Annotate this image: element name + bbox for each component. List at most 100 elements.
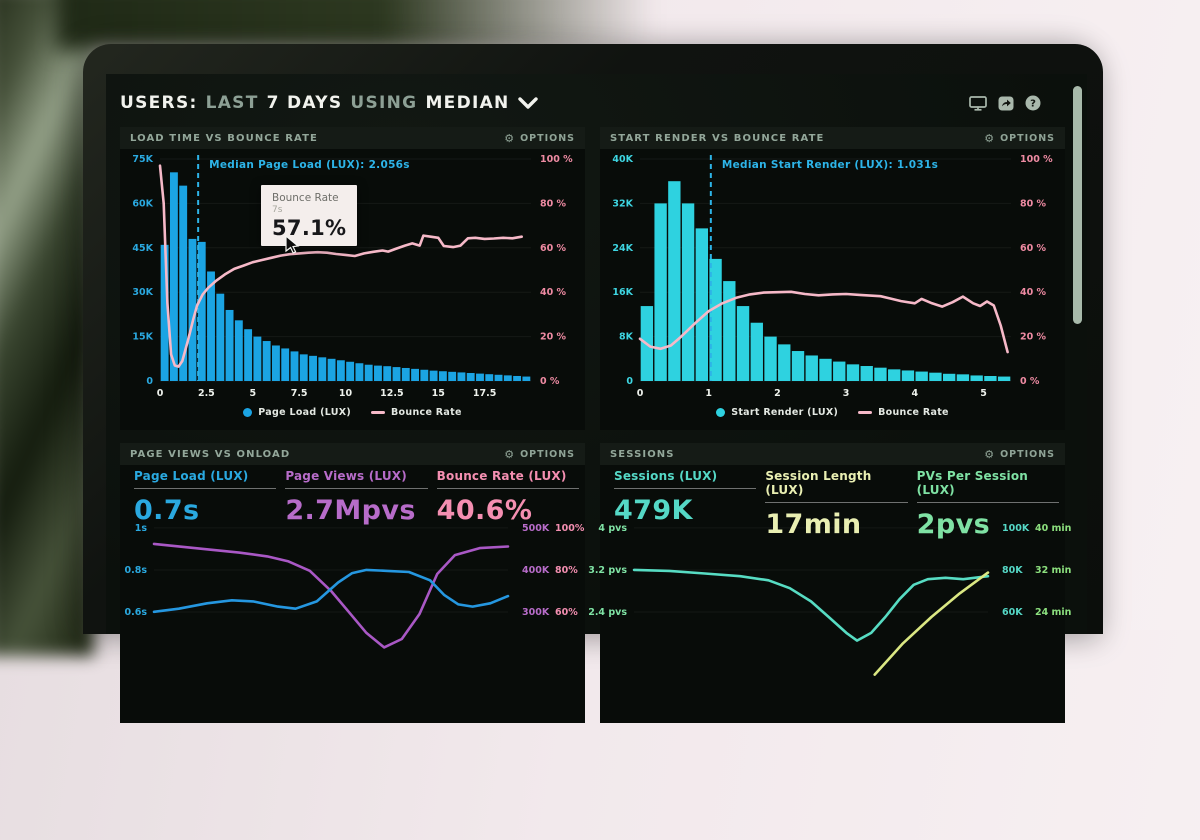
svg-text:2: 2 [774, 388, 781, 399]
panel-title: START RENDER VS BOUNCE RATE [610, 132, 825, 144]
metric-value: 479K [614, 495, 693, 526]
options-button[interactable]: ⚙ OPTIONS [504, 449, 575, 460]
svg-text:100K: 100K [1002, 523, 1030, 534]
display-icon[interactable] [969, 95, 987, 111]
svg-text:Median Start Render (LUX): 1.0: Median Start Render (LUX): 1.031s [722, 159, 938, 171]
title-users: USERS: [120, 93, 198, 113]
svg-text:300K: 300K [522, 607, 550, 618]
options-label: OPTIONS [1000, 448, 1055, 460]
metric-page-load[interactable]: Page Load (LUX) 0.7s [134, 469, 277, 526]
legend-bounce-rate[interactable]: Bounce Rate [371, 407, 462, 418]
svg-text:0: 0 [626, 376, 633, 387]
help-icon[interactable]: ? [1025, 95, 1041, 111]
metric-row: Page Load (LUX) 0.7s Page Views (LUX) 2.… [134, 469, 579, 526]
metric-underline [614, 488, 757, 489]
dashboard-screen: USERS: LAST 7 DAYS USING MEDIAN ? [106, 74, 1087, 723]
metric-row: Sessions (LUX) 479K Session Length (LUX)… [614, 469, 1059, 540]
metric-page-views[interactable]: Page Views (LUX) 2.7Mpvs [285, 469, 428, 526]
legend-start-render[interactable]: Start Render (LUX) [716, 407, 838, 418]
options-label: OPTIONS [1000, 132, 1055, 144]
share-icon[interactable] [998, 96, 1014, 111]
svg-text:4: 4 [912, 388, 919, 399]
svg-text:80%: 80% [555, 565, 578, 576]
legend-bounce-rate[interactable]: Bounce Rate [858, 407, 949, 418]
options-label: OPTIONS [520, 132, 575, 144]
svg-text:60K: 60K [1002, 607, 1023, 618]
svg-text:1: 1 [705, 388, 712, 399]
svg-text:80 %: 80 % [1020, 198, 1047, 209]
svg-text:80K: 80K [1002, 565, 1023, 576]
svg-text:20 %: 20 % [1020, 332, 1047, 343]
legend-page-load[interactable]: Page Load (LUX) [243, 407, 351, 418]
svg-text:40 %: 40 % [1020, 287, 1047, 298]
topbar-icons: ? [969, 95, 1041, 111]
metric-value: 2pvs [916, 509, 991, 540]
svg-text:100 %: 100 % [540, 154, 573, 165]
sessions-chart[interactable]: 4 pvs 100K 40 min 3.2 pvs 80K 32 min 2.4 pvs 60… [588, 520, 1072, 700]
legend-line-icon [371, 411, 386, 414]
dashboard-title-dropdown[interactable]: USERS: LAST 7 DAYS USING MEDIAN [120, 93, 538, 113]
tooltip-value: 57.1% [272, 216, 347, 240]
svg-text:60 %: 60 % [540, 243, 567, 254]
start-render-chart[interactable]: 40K 100 % 32K 80 % 24K 60 % 16K 40 % 8K 20 % 0 0 % 0… [602, 149, 1063, 405]
options-button[interactable]: ⚙ OPTIONS [504, 133, 575, 144]
svg-text:400K: 400K [522, 565, 550, 576]
svg-text:30K: 30K [132, 287, 153, 298]
svg-text:24 min: 24 min [1035, 607, 1072, 618]
metric-value: 17min [765, 509, 862, 540]
svg-text:75K: 75K [132, 154, 153, 165]
title-using: USING [350, 93, 418, 113]
svg-text:32 min: 32 min [1035, 565, 1072, 576]
chart-tooltip: Bounce Rate 7s 57.1% [261, 185, 358, 246]
svg-text:0.8s: 0.8s [125, 565, 148, 576]
gear-icon: ⚙ [504, 447, 516, 461]
metric-label: Sessions (LUX) [614, 469, 718, 483]
metric-sessions[interactable]: Sessions (LUX) 479K [614, 469, 757, 540]
panel-page-views-header: PAGE VIEWS VS ONLOAD ⚙ OPTIONS [120, 443, 585, 465]
svg-text:60%: 60% [555, 607, 578, 618]
metric-underline [916, 502, 1059, 503]
mouse-cursor-icon [285, 234, 300, 258]
metric-bounce-rate[interactable]: Bounce Rate (LUX) 40.6% [436, 469, 579, 526]
load-time-chart[interactable]: Bounce Rate 7s 57.1% 75K 100 % 60K 80 % 45K 6… [122, 149, 583, 405]
tooltip-series: Bounce Rate [272, 192, 339, 204]
title-last: LAST [205, 93, 259, 113]
page-views-chart[interactable]: 1s 500K 100% 0.8s 400K 80% 0.6s 300K 60% [122, 520, 585, 700]
metric-label: Bounce Rate (LUX) [436, 469, 567, 483]
metric-underline [134, 488, 277, 489]
svg-text:40 %: 40 % [540, 287, 567, 298]
scrollbar[interactable] [1073, 86, 1082, 324]
svg-text:24K: 24K [612, 243, 633, 254]
panel-load-time-header: LOAD TIME VS BOUNCE RATE ⚙ OPTIONS [120, 127, 585, 149]
svg-text:32K: 32K [612, 198, 633, 209]
svg-text:15: 15 [432, 388, 445, 399]
gear-icon: ⚙ [984, 131, 996, 145]
chevron-down-icon[interactable] [517, 97, 538, 109]
panel-load-time: LOAD TIME VS BOUNCE RATE ⚙ OPTIONS Bounc… [120, 127, 585, 430]
svg-text:15K: 15K [132, 332, 153, 343]
metric-label: Page Load (LUX) [134, 469, 249, 483]
svg-text:100%: 100% [555, 523, 585, 534]
svg-text:100 %: 100 % [1020, 154, 1053, 165]
metric-label: PVs Per Session (LUX) [916, 469, 1029, 497]
svg-text:80 %: 80 % [540, 198, 567, 209]
options-button[interactable]: ⚙ OPTIONS [984, 449, 1055, 460]
metric-underline [436, 488, 579, 489]
options-button[interactable]: ⚙ OPTIONS [984, 133, 1055, 144]
svg-text:0: 0 [146, 376, 153, 387]
legend-label: Bounce Rate [878, 407, 949, 418]
metric-session-length[interactable]: Session Length (LUX) 17min [765, 469, 908, 540]
svg-text:5: 5 [249, 388, 256, 399]
metric-pvs-per-session[interactable]: PVs Per Session (LUX) 2pvs [916, 469, 1059, 540]
panel-sessions-header: SESSIONS ⚙ OPTIONS [600, 443, 1065, 465]
panel-start-render-header: START RENDER VS BOUNCE RATE ⚙ OPTIONS [600, 127, 1065, 149]
svg-text:0: 0 [157, 388, 164, 399]
chart-legend: Page Load (LUX) Bounce Rate [120, 407, 585, 418]
chart-legend: Start Render (LUX) Bounce Rate [600, 407, 1065, 418]
plant-blur-top [55, 0, 655, 50]
svg-text:20 %: 20 % [540, 332, 567, 343]
svg-text:7.5: 7.5 [291, 388, 308, 399]
svg-text:12.5: 12.5 [380, 388, 403, 399]
panel-start-render: START RENDER VS BOUNCE RATE ⚙ OPTIONS 40… [600, 127, 1065, 430]
gear-icon: ⚙ [984, 447, 996, 461]
